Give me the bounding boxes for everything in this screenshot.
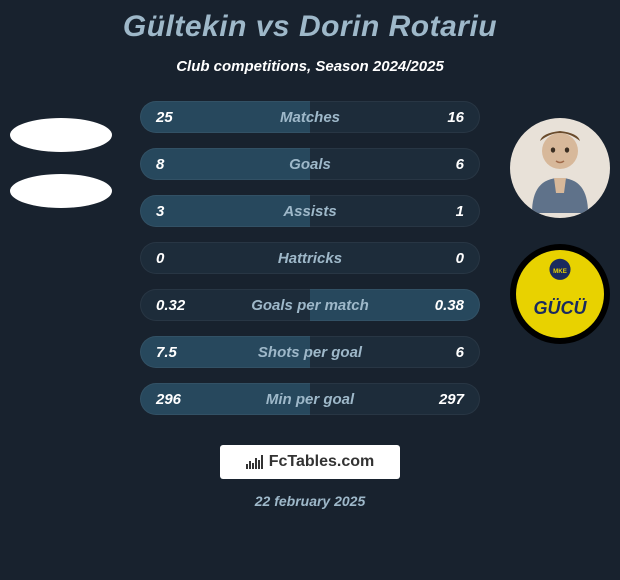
stat-row: 0.32Goals per match0.38: [140, 289, 480, 321]
stat-right-value: 0: [414, 250, 464, 267]
player-left-placeholder-2: [10, 174, 112, 208]
club-crest: MKE GÜCÜ: [510, 244, 610, 344]
stat-row: 8Goals6: [140, 148, 480, 180]
date-text: 22 february 2025: [0, 493, 620, 509]
stat-right-value: 6: [414, 344, 464, 361]
bars-icon: [246, 455, 263, 469]
footer-brand-logo[interactable]: FcTables.com: [220, 445, 400, 479]
stat-left-value: 3: [156, 203, 206, 220]
stat-label: Min per goal: [206, 391, 414, 408]
page-title: Gültekin vs Dorin Rotariu: [0, 10, 620, 44]
stat-row: 0Hattricks0: [140, 242, 480, 274]
stat-left-value: 8: [156, 156, 206, 173]
stat-label: Matches: [206, 109, 414, 126]
stat-left-value: 7.5: [156, 344, 206, 361]
subtitle: Club competitions, Season 2024/2025: [0, 58, 620, 75]
stat-left-value: 25: [156, 109, 206, 126]
stat-left-value: 0.32: [156, 297, 206, 314]
stats-list: 25Matches168Goals63Assists10Hattricks00.…: [140, 101, 480, 415]
stat-label: Goals: [206, 156, 414, 173]
stat-label: Hattricks: [206, 250, 414, 267]
svg-text:MKE: MKE: [553, 268, 567, 275]
player-left-placeholder-1: [10, 118, 112, 152]
stat-right-value: 297: [414, 391, 464, 408]
comparison-infographic: Gültekin vs Dorin Rotariu Club competiti…: [0, 0, 620, 580]
crest-shield-icon: MKE: [516, 250, 604, 338]
stat-left-value: 296: [156, 391, 206, 408]
stat-row: 25Matches16: [140, 101, 480, 133]
stat-right-value: 0.38: [414, 297, 464, 314]
stat-label: Shots per goal: [206, 344, 414, 361]
footer-brand-text: FcTables.com: [269, 453, 375, 471]
stat-right-value: 16: [414, 109, 464, 126]
person-silhouette-icon: [520, 123, 600, 213]
stat-right-value: 6: [414, 156, 464, 173]
stat-label: Assists: [206, 203, 414, 220]
stat-right-value: 1: [414, 203, 464, 220]
stat-label: Goals per match: [206, 297, 414, 314]
player-right-avatar: [510, 118, 610, 218]
stat-row: 7.5Shots per goal6: [140, 336, 480, 368]
stat-left-value: 0: [156, 250, 206, 267]
stat-row: 296Min per goal297: [140, 383, 480, 415]
stat-row: 3Assists1: [140, 195, 480, 227]
crest-text: GÜCÜ: [534, 298, 587, 319]
